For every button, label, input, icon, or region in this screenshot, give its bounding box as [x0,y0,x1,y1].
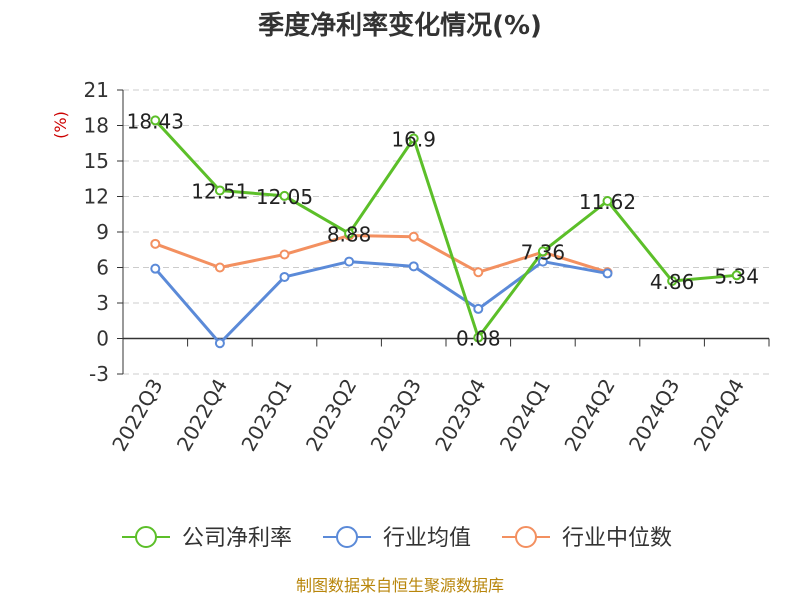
data-label: 8.88 [327,222,372,246]
data-point [279,271,290,282]
chart-title: 季度净利率变化情况(%) [258,10,542,41]
x-tick-label: 2022Q4 [172,375,232,456]
y-tick-label: 12 [84,185,109,209]
data-label: 12.51 [191,179,248,203]
grid [123,89,769,375]
data-point [602,195,613,206]
data-point [279,190,290,201]
x-tick-label: 2023Q3 [366,375,426,456]
legend-marker [135,526,157,548]
data-labels: 18.43 12.51 12.05 8.88 16.9 0.08 7.36 11.62 4.86… [127,109,759,350]
y-tick-label: 3 [96,291,109,315]
data-point [214,185,225,196]
data-point [150,263,161,274]
series-line [154,234,608,274]
legend-label: 行业均值 [383,526,471,551]
data-point [473,332,484,343]
series-line [154,260,608,345]
source-note: 制图数据来自恒生聚源数据库 [296,576,504,595]
y-tick-label: 15 [84,149,109,173]
data-point [344,228,355,239]
y-tick-label: -3 [89,362,109,386]
data-point [408,133,419,144]
data-point [408,231,419,242]
y-tick-label: 0 [96,327,109,351]
data-point [537,246,548,257]
data-point [279,249,290,260]
series-layer [150,115,742,349]
legend-marker [336,526,358,548]
data-point [214,338,225,349]
data-point [150,238,161,249]
legend: 公司净利率 行业均值 行业中位数 [122,526,672,551]
x-tick-label: 2024Q2 [559,375,619,456]
data-point [667,275,678,286]
data-label: 4.86 [650,270,695,294]
series-line [154,119,737,340]
data-label: 12.05 [256,185,313,209]
x-tick-label: 2024Q3 [624,375,684,456]
data-label: 16.9 [391,128,436,152]
data-point [150,115,161,126]
legend-item: 公司净利率 [122,526,292,551]
data-label: 7.36 [521,240,566,264]
data-label: 5.34 [714,264,759,288]
x-tick-label: 2024Q4 [689,375,749,456]
data-label: 0.08 [456,327,501,351]
legend-item: 行业均值 [323,526,471,551]
x-tick-label: 2023Q1 [236,375,296,456]
data-label: 18.43 [127,109,184,133]
y-axis-label: (%) [51,111,70,139]
legend-marker [515,526,537,548]
y-tick-label: 6 [96,256,109,280]
legend-label: 行业中位数 [562,526,672,551]
x-tick-label: 2022Q3 [107,375,167,456]
legend-item: 行业中位数 [502,526,672,551]
x-tick-label: 2023Q4 [430,375,490,456]
data-point [214,262,225,273]
data-point [602,268,613,279]
data-point [537,256,548,267]
data-point [344,256,355,267]
legend-label: 公司净利率 [182,526,292,551]
y-tick-label: 18 [84,114,109,138]
data-point [473,267,484,278]
y-tick-label: 21 [84,78,109,102]
data-point [473,303,484,314]
x-tick-label: 2023Q2 [301,375,361,456]
x-tick-label: 2024Q1 [495,375,555,456]
data-point [408,261,419,272]
data-label: 11.62 [579,190,636,214]
y-tick-label: 9 [96,220,109,244]
data-point [731,270,742,281]
